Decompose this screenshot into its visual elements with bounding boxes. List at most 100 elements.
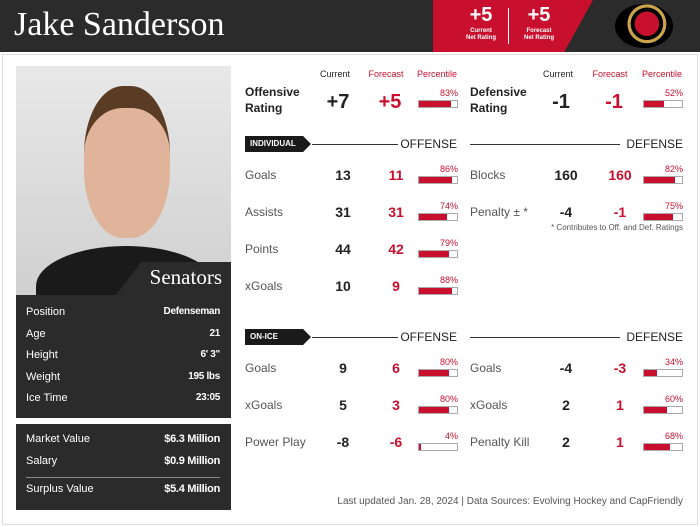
detail-value: Defenseman bbox=[163, 306, 221, 317]
footer-text: Last updated Jan. 28, 2024 | Data Source… bbox=[337, 496, 683, 507]
net-rating-caption: Net Rating bbox=[466, 35, 496, 41]
column-header: Current bbox=[319, 69, 350, 79]
stat-forecast: 31 bbox=[388, 204, 404, 220]
detail-label: Weight bbox=[26, 370, 61, 383]
contract-divider bbox=[26, 477, 220, 478]
percentile-label: 75% bbox=[664, 201, 683, 211]
stat-label: Goals bbox=[470, 361, 502, 375]
contract-value: $6.3 Million bbox=[164, 433, 220, 445]
percentile-track bbox=[643, 176, 683, 184]
stat-current: -4 bbox=[559, 204, 573, 220]
detail-value: 195 lbs bbox=[188, 370, 220, 382]
percentile-track bbox=[643, 406, 683, 414]
stat-forecast: 3 bbox=[392, 397, 400, 413]
column-header: Current bbox=[542, 69, 573, 79]
stat-forecast: -6 bbox=[389, 434, 403, 450]
section-rule bbox=[312, 337, 398, 338]
rating-current: +7 bbox=[326, 91, 350, 113]
banner-divider bbox=[508, 8, 509, 44]
section-defense-title: DEFENSE bbox=[626, 330, 683, 344]
details-box bbox=[16, 295, 231, 418]
section-rule bbox=[470, 144, 620, 145]
stat-current: 5 bbox=[339, 397, 347, 413]
contract-label: Market Value bbox=[26, 433, 90, 445]
percentile-bar bbox=[419, 251, 450, 257]
column-header: Forecast bbox=[592, 69, 628, 79]
percentile-bar bbox=[419, 177, 452, 183]
percentile-bar bbox=[419, 444, 421, 450]
net-rating-value: +5 bbox=[469, 4, 493, 26]
contract-label: Surplus Value bbox=[26, 483, 94, 495]
section-tag-bg bbox=[245, 329, 311, 345]
card-border bbox=[2, 54, 698, 525]
percentile-label: 68% bbox=[664, 431, 683, 441]
stat-note: * Contributes to Off. and Def. Ratings bbox=[551, 223, 683, 232]
percentile-bar bbox=[419, 214, 448, 220]
percentile-track bbox=[418, 250, 458, 258]
stat-current: -8 bbox=[336, 434, 350, 450]
detail-label: Age bbox=[26, 327, 46, 340]
section-tag-bg bbox=[245, 136, 311, 152]
stat-label: Blocks bbox=[470, 168, 506, 182]
percentile-label: 86% bbox=[439, 164, 458, 174]
rating-label: Defensive Rating bbox=[470, 85, 527, 115]
detail-label: Height bbox=[26, 349, 58, 361]
percentile-bar bbox=[419, 407, 450, 413]
team-logo bbox=[615, 4, 673, 48]
stat-current: 13 bbox=[335, 167, 351, 183]
net-rating-value: +5 bbox=[527, 4, 551, 26]
percentile-track bbox=[418, 100, 458, 108]
percentile-bar bbox=[644, 214, 673, 220]
percentile-label: 74% bbox=[439, 201, 458, 211]
section-defense-title: DEFENSE bbox=[626, 137, 683, 151]
stat-forecast: 11 bbox=[388, 167, 404, 183]
stat-current: 9 bbox=[339, 360, 347, 376]
percentile-track bbox=[643, 443, 683, 451]
rating-forecast: +5 bbox=[378, 91, 402, 113]
stat-label: Power Play bbox=[245, 435, 306, 449]
stat-label: xGoals bbox=[245, 279, 283, 293]
percentile-track bbox=[418, 369, 458, 377]
stat-label: xGoals bbox=[470, 398, 508, 412]
section-tag: INDIVIDUAL bbox=[250, 139, 296, 148]
percentile-bar bbox=[644, 407, 667, 413]
column-header: Percentile bbox=[416, 69, 458, 79]
percentile-bar bbox=[644, 444, 670, 450]
column-header: Forecast bbox=[368, 69, 404, 79]
percentile-track bbox=[418, 406, 458, 414]
stat-label: Assists bbox=[245, 205, 284, 219]
stat-forecast: -3 bbox=[613, 360, 627, 376]
stat-current: 2 bbox=[562, 397, 570, 413]
net-rating-caption: Net Rating bbox=[524, 35, 554, 41]
stat-current: 10 bbox=[335, 278, 351, 294]
stat-forecast: 42 bbox=[388, 241, 404, 257]
team-name: Senators bbox=[149, 265, 222, 289]
stat-label: Goals bbox=[245, 168, 277, 182]
photo bbox=[16, 66, 231, 295]
stat-current: -4 bbox=[559, 360, 573, 376]
stat-label: Points bbox=[245, 242, 279, 256]
section-rule bbox=[470, 337, 620, 338]
stat-label: Goals bbox=[245, 361, 277, 375]
contract-box bbox=[16, 424, 231, 510]
stat-label: xGoals bbox=[245, 398, 283, 412]
percentile-bar bbox=[644, 370, 657, 376]
percentile-bar bbox=[644, 101, 664, 107]
percentile-track bbox=[418, 176, 458, 184]
stat-current: 160 bbox=[554, 167, 578, 183]
section-tag: ON-ICE bbox=[250, 332, 278, 341]
contract-label: Salary bbox=[26, 455, 58, 467]
detail-label: Ice Time bbox=[26, 392, 68, 404]
stat-label: Penalty Kill bbox=[470, 435, 530, 449]
rating-current: -1 bbox=[552, 91, 570, 113]
percentile-label: 80% bbox=[439, 357, 458, 367]
stat-forecast: 160 bbox=[608, 167, 632, 183]
stat-forecast: 1 bbox=[616, 397, 624, 413]
stat-current: 31 bbox=[335, 204, 351, 220]
column-header: Percentile bbox=[641, 69, 683, 79]
percentile-label: 80% bbox=[439, 394, 458, 404]
percentile-track bbox=[643, 100, 683, 108]
percentile-label: 52% bbox=[664, 88, 683, 98]
section-rule bbox=[312, 144, 398, 145]
